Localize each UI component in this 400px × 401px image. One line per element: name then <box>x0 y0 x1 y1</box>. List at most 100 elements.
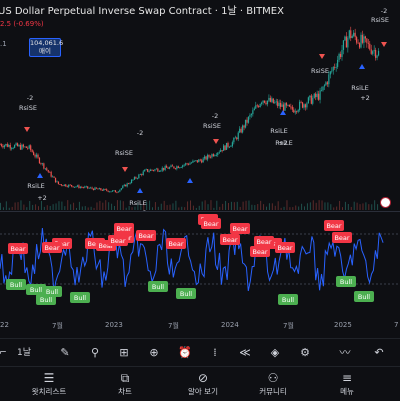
volume-bar <box>330 204 332 210</box>
candle-body <box>114 190 117 193</box>
candle-body <box>160 170 162 172</box>
candle-body <box>304 104 307 108</box>
volume-bar <box>146 201 148 210</box>
templates-icon[interactable]: ⊞ <box>119 346 129 359</box>
svg-text:Bear: Bear <box>98 242 113 250</box>
candle-body <box>261 102 263 104</box>
settings-icon[interactable]: ⚙ <box>300 346 310 359</box>
volume-bar <box>78 201 80 210</box>
candle-body <box>268 97 270 101</box>
timeframe-icon[interactable]: ⌐ <box>0 348 7 358</box>
candle-body <box>91 187 93 189</box>
volume-bar <box>58 201 60 210</box>
buy-arrow-icon <box>187 178 193 183</box>
candle-body <box>68 184 70 187</box>
replay-icon[interactable]: ⁞ <box>213 346 217 359</box>
candle-body <box>16 143 19 147</box>
volume-bar <box>55 203 57 210</box>
candle-body <box>345 36 347 48</box>
candle-body <box>338 53 340 60</box>
candle-body <box>94 187 96 190</box>
volume-bar <box>292 207 294 210</box>
back-icon[interactable]: ↶ <box>374 346 384 359</box>
x-axis[interactable]: 22 7월 2023 7월 2024 7월 2025 7 <box>0 318 400 332</box>
candle-body <box>198 159 200 163</box>
undo-bar-icon[interactable]: ≪ <box>239 346 251 359</box>
candle-body <box>5 143 7 146</box>
svg-text:Bull: Bull <box>40 296 52 304</box>
bear-label: Bear <box>136 230 156 241</box>
volume-bar <box>239 206 241 210</box>
price-chart[interactable]: -2RsiSE-2RsiSE-2RsiSERsiLE+2RsiLE+2RsiLE… <box>0 0 400 212</box>
candle-body <box>206 155 209 160</box>
candle-body <box>182 165 184 168</box>
volume-bar <box>339 200 341 210</box>
signal-label: +2 <box>278 139 288 147</box>
menu-icon: ≡ <box>341 371 353 385</box>
alert-icon[interactable]: ⏰ <box>178 346 192 359</box>
candle-body <box>179 167 181 169</box>
bear-label: Bear <box>230 223 250 234</box>
oscillator-chart[interactable]: BearBearBearBearBearBearBearBearBearBear… <box>0 212 400 318</box>
candle-body <box>125 184 127 187</box>
volume-bar <box>353 201 355 210</box>
candle-body <box>341 49 343 58</box>
candle-body <box>306 103 308 108</box>
candle-body <box>145 169 147 170</box>
pane-divider[interactable] <box>0 211 400 212</box>
nav-menu[interactable]: ≡ 메뉴 <box>312 367 382 401</box>
nav-community[interactable]: ⚇ 커뮤니티 <box>238 367 308 401</box>
layers-icon[interactable]: ◈ <box>270 346 280 359</box>
trend-icon[interactable]: 〰 <box>339 346 351 359</box>
svg-text:Bear: Bear <box>87 240 102 248</box>
candle-body <box>31 149 33 153</box>
candle-body <box>303 104 305 108</box>
candle-body <box>220 150 222 152</box>
candle-body <box>46 168 48 171</box>
volume-bar <box>157 206 159 210</box>
nav-watchlist[interactable]: ☰ 왓치리스트 <box>14 367 84 401</box>
candle-body <box>288 104 290 107</box>
candle-body <box>332 66 334 71</box>
candle-body <box>217 152 219 155</box>
candle-body <box>301 102 304 108</box>
nav-label: 알아 보기 <box>188 387 218 396</box>
add-icon[interactable]: ⊕ <box>149 346 159 359</box>
watchlist-icon: ☰ <box>43 371 55 385</box>
symbol-title[interactable]: US Dollar Perpetual Inverse Swap Contrac… <box>0 6 284 17</box>
volume-bar <box>321 200 323 210</box>
candle-body <box>130 179 133 184</box>
candle-body <box>287 104 289 106</box>
candle-body <box>357 42 359 44</box>
candle-body <box>269 97 271 102</box>
volume-bar <box>274 205 276 210</box>
interval-button[interactable]: 1날 <box>16 348 31 358</box>
candle-body <box>133 177 136 180</box>
volume-bar <box>93 207 95 210</box>
svg-text:Bear: Bear <box>277 244 292 252</box>
indicators-icon[interactable]: ⚲ <box>90 346 100 359</box>
candle-body <box>54 177 57 183</box>
volume-bar <box>181 206 183 210</box>
candle-body <box>249 115 251 117</box>
chart-area[interactable]: -2RsiSE-2RsiSE-2RsiSERsiLE+2RsiLE+2RsiLE… <box>0 0 400 338</box>
candle-body <box>116 192 118 194</box>
candle-body <box>201 160 203 163</box>
draw-icon[interactable]: ✎ <box>60 346 70 359</box>
volume-bar <box>324 202 326 210</box>
buy-price-box[interactable]: 104,061.6 매이 <box>29 38 63 57</box>
volume-bar <box>195 207 197 210</box>
sell-arrow-icon <box>24 127 30 132</box>
candle-body <box>297 109 299 112</box>
candle-body <box>122 186 124 189</box>
nav-chart[interactable]: ⧉ 차트 <box>90 367 160 401</box>
candle-body <box>195 160 197 161</box>
volume-bar <box>213 207 215 210</box>
svg-text:Bear: Bear <box>222 236 237 244</box>
nav-explore[interactable]: ⊘ 알아 보기 <box>168 367 238 401</box>
candle-body <box>138 174 140 179</box>
candle-body <box>110 191 112 193</box>
candle-body <box>334 66 336 68</box>
volume-bar <box>73 202 75 210</box>
candle-body <box>123 184 125 187</box>
